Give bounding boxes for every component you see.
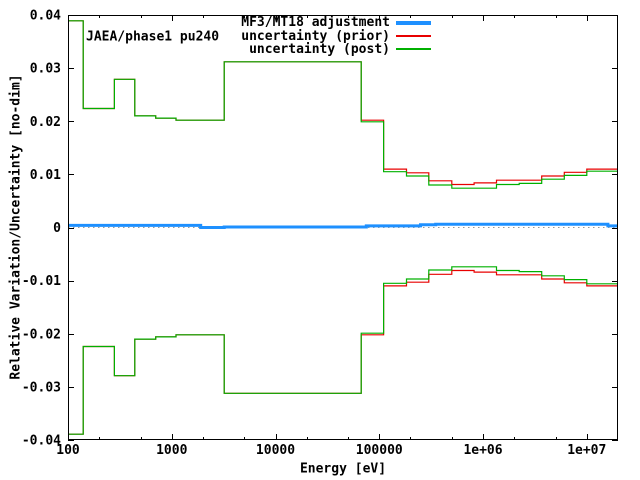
legend: MF3/MT18 adjustment uncertainty (prior) … <box>241 16 431 56</box>
y-tick-label: 0.01 <box>30 168 61 183</box>
plot-annotation: JAEA/phase1 pu240 <box>86 29 220 45</box>
legend-row-prior: uncertainty (prior) <box>241 28 431 44</box>
legend-row-adjustment: MF3/MT18 adjustment <box>241 16 431 29</box>
y-tick-label: -0.03 <box>22 380 61 395</box>
legend-row-post: uncertainty (post) <box>241 43 431 56</box>
legend-label-adjustment: MF3/MT18 adjustment <box>241 15 390 31</box>
y-axis-title: Relative Variation/Uncertainty [no-dim] <box>8 74 24 380</box>
series-line-mf3-mt18-adjustment <box>68 222 618 229</box>
legend-line-post <box>396 48 431 51</box>
x-tick-label: 10000 <box>256 443 295 458</box>
x-tick-label: 100 <box>56 443 80 458</box>
x-tick-label: 100000 <box>356 443 403 458</box>
y-tick-label: -0.02 <box>22 327 61 342</box>
x-tick-label: 1e+07 <box>567 443 606 458</box>
y-tick-label: -0.01 <box>22 274 61 289</box>
series-line-uncertainty-prior--mirror <box>68 269 618 435</box>
legend-line-adjustment <box>396 20 431 25</box>
y-tick-label: 0.02 <box>30 115 61 130</box>
y-tick-label: 0.04 <box>30 9 61 24</box>
legend-line-prior <box>396 35 431 38</box>
y-tick-label: 0 <box>53 221 61 236</box>
y-tick-label: -0.04 <box>22 434 61 449</box>
x-tick-label: 1e+06 <box>463 443 502 458</box>
legend-label-prior: uncertainty (prior) <box>241 28 390 44</box>
legend-label-post: uncertainty (post) <box>249 41 390 57</box>
series-line-uncertainty-post--mirror <box>68 266 618 435</box>
y-tick-label: 0.03 <box>30 62 61 77</box>
x-tick-label: 1000 <box>156 443 187 458</box>
x-axis-title: Energy [eV] <box>299 461 387 477</box>
series-line-uncertainty-post- <box>68 20 618 189</box>
plot-border <box>68 15 618 440</box>
